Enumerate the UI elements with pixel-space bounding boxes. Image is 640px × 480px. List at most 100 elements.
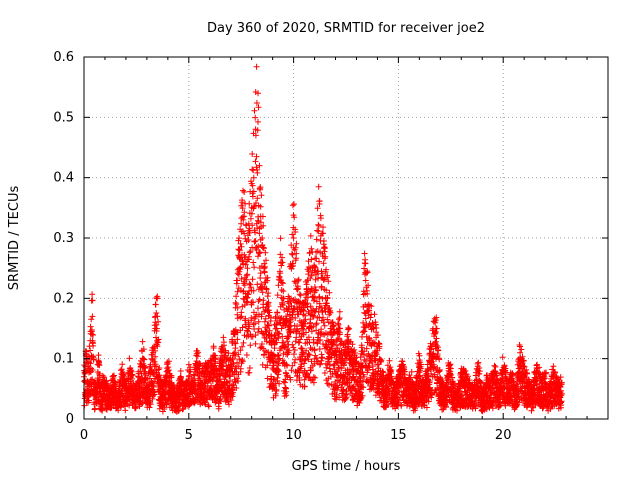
data-point	[85, 397, 92, 404]
data-point	[321, 370, 328, 376]
data-point	[256, 162, 263, 169]
data-point	[220, 381, 227, 388]
data-point	[313, 255, 320, 262]
data-point	[239, 214, 246, 220]
data-point	[152, 301, 159, 308]
data-point	[540, 402, 547, 409]
data-point	[432, 328, 439, 335]
data-point	[246, 280, 253, 287]
data-point	[513, 381, 520, 388]
data-point	[557, 374, 564, 381]
data-point	[325, 358, 332, 365]
data-point	[296, 369, 303, 376]
data-point	[326, 382, 332, 388]
data-point	[266, 322, 272, 329]
data-point	[314, 340, 321, 347]
data-point	[277, 270, 284, 277]
axis-ticks	[83, 56, 608, 420]
data-point	[262, 249, 269, 256]
data-point	[279, 280, 286, 287]
data-point	[536, 364, 543, 371]
data-point	[205, 402, 212, 409]
data-point	[337, 325, 343, 332]
data-point	[495, 403, 502, 410]
data-point	[359, 329, 366, 336]
data-point	[88, 331, 95, 338]
data-point	[289, 251, 296, 258]
data-point	[436, 366, 443, 373]
data-point	[309, 312, 316, 319]
data-point	[294, 277, 301, 284]
data-point	[518, 346, 525, 353]
data-point	[322, 253, 329, 260]
data-point	[316, 314, 323, 321]
data-point	[318, 283, 325, 290]
data-point	[252, 158, 259, 165]
data-point	[291, 201, 297, 208]
data-point	[306, 352, 313, 358]
data-point	[126, 355, 133, 362]
data-point	[236, 247, 243, 254]
data-point	[280, 339, 287, 346]
data-point	[370, 339, 377, 346]
data-point	[273, 322, 279, 328]
data-point	[233, 301, 240, 308]
data-point	[361, 250, 368, 257]
data-point	[373, 351, 380, 358]
data-point	[314, 205, 321, 212]
data-point	[257, 203, 264, 210]
data-point	[350, 374, 357, 381]
data-point	[371, 311, 378, 318]
data-point	[274, 292, 281, 299]
data-point	[477, 379, 484, 385]
data-point	[90, 356, 97, 363]
data-point	[236, 235, 242, 242]
data-point	[276, 355, 283, 362]
data-point	[322, 245, 329, 252]
data-point	[336, 316, 342, 323]
data-point	[418, 361, 425, 368]
data-point	[296, 374, 303, 381]
data-point	[325, 278, 332, 285]
data-point	[238, 275, 245, 282]
data-point	[351, 346, 358, 353]
data-point	[90, 332, 96, 338]
y-tick-label: 0.5	[53, 110, 74, 125]
data-point	[234, 304, 241, 311]
data-point	[126, 402, 133, 409]
data-point	[221, 342, 227, 349]
data-point	[321, 322, 328, 329]
data-point	[432, 338, 439, 345]
data-point	[225, 350, 232, 357]
data-point	[279, 301, 286, 308]
data-point	[284, 338, 291, 345]
data-point	[432, 339, 439, 346]
data-point	[239, 324, 246, 331]
data-point	[256, 185, 263, 192]
data-point	[257, 270, 264, 277]
data-point	[235, 378, 242, 385]
data-point	[301, 360, 308, 367]
data-point	[89, 367, 96, 373]
data-point	[290, 344, 297, 351]
data-point	[176, 407, 182, 414]
data-point	[318, 357, 325, 364]
data-point	[212, 352, 219, 359]
data-point	[311, 263, 318, 270]
data-point	[168, 372, 175, 379]
data-point	[241, 282, 248, 289]
data-point	[234, 336, 241, 343]
data-point	[416, 352, 423, 359]
data-point	[361, 265, 368, 272]
data-point	[433, 342, 440, 349]
data-point	[304, 304, 311, 310]
data-point	[264, 362, 271, 369]
data-point	[252, 238, 259, 244]
data-point	[122, 407, 129, 414]
data-point	[275, 368, 282, 375]
data-point	[366, 337, 373, 344]
data-point	[264, 375, 271, 382]
data-point	[242, 261, 249, 268]
data-point	[320, 314, 326, 321]
data-point	[87, 360, 94, 367]
